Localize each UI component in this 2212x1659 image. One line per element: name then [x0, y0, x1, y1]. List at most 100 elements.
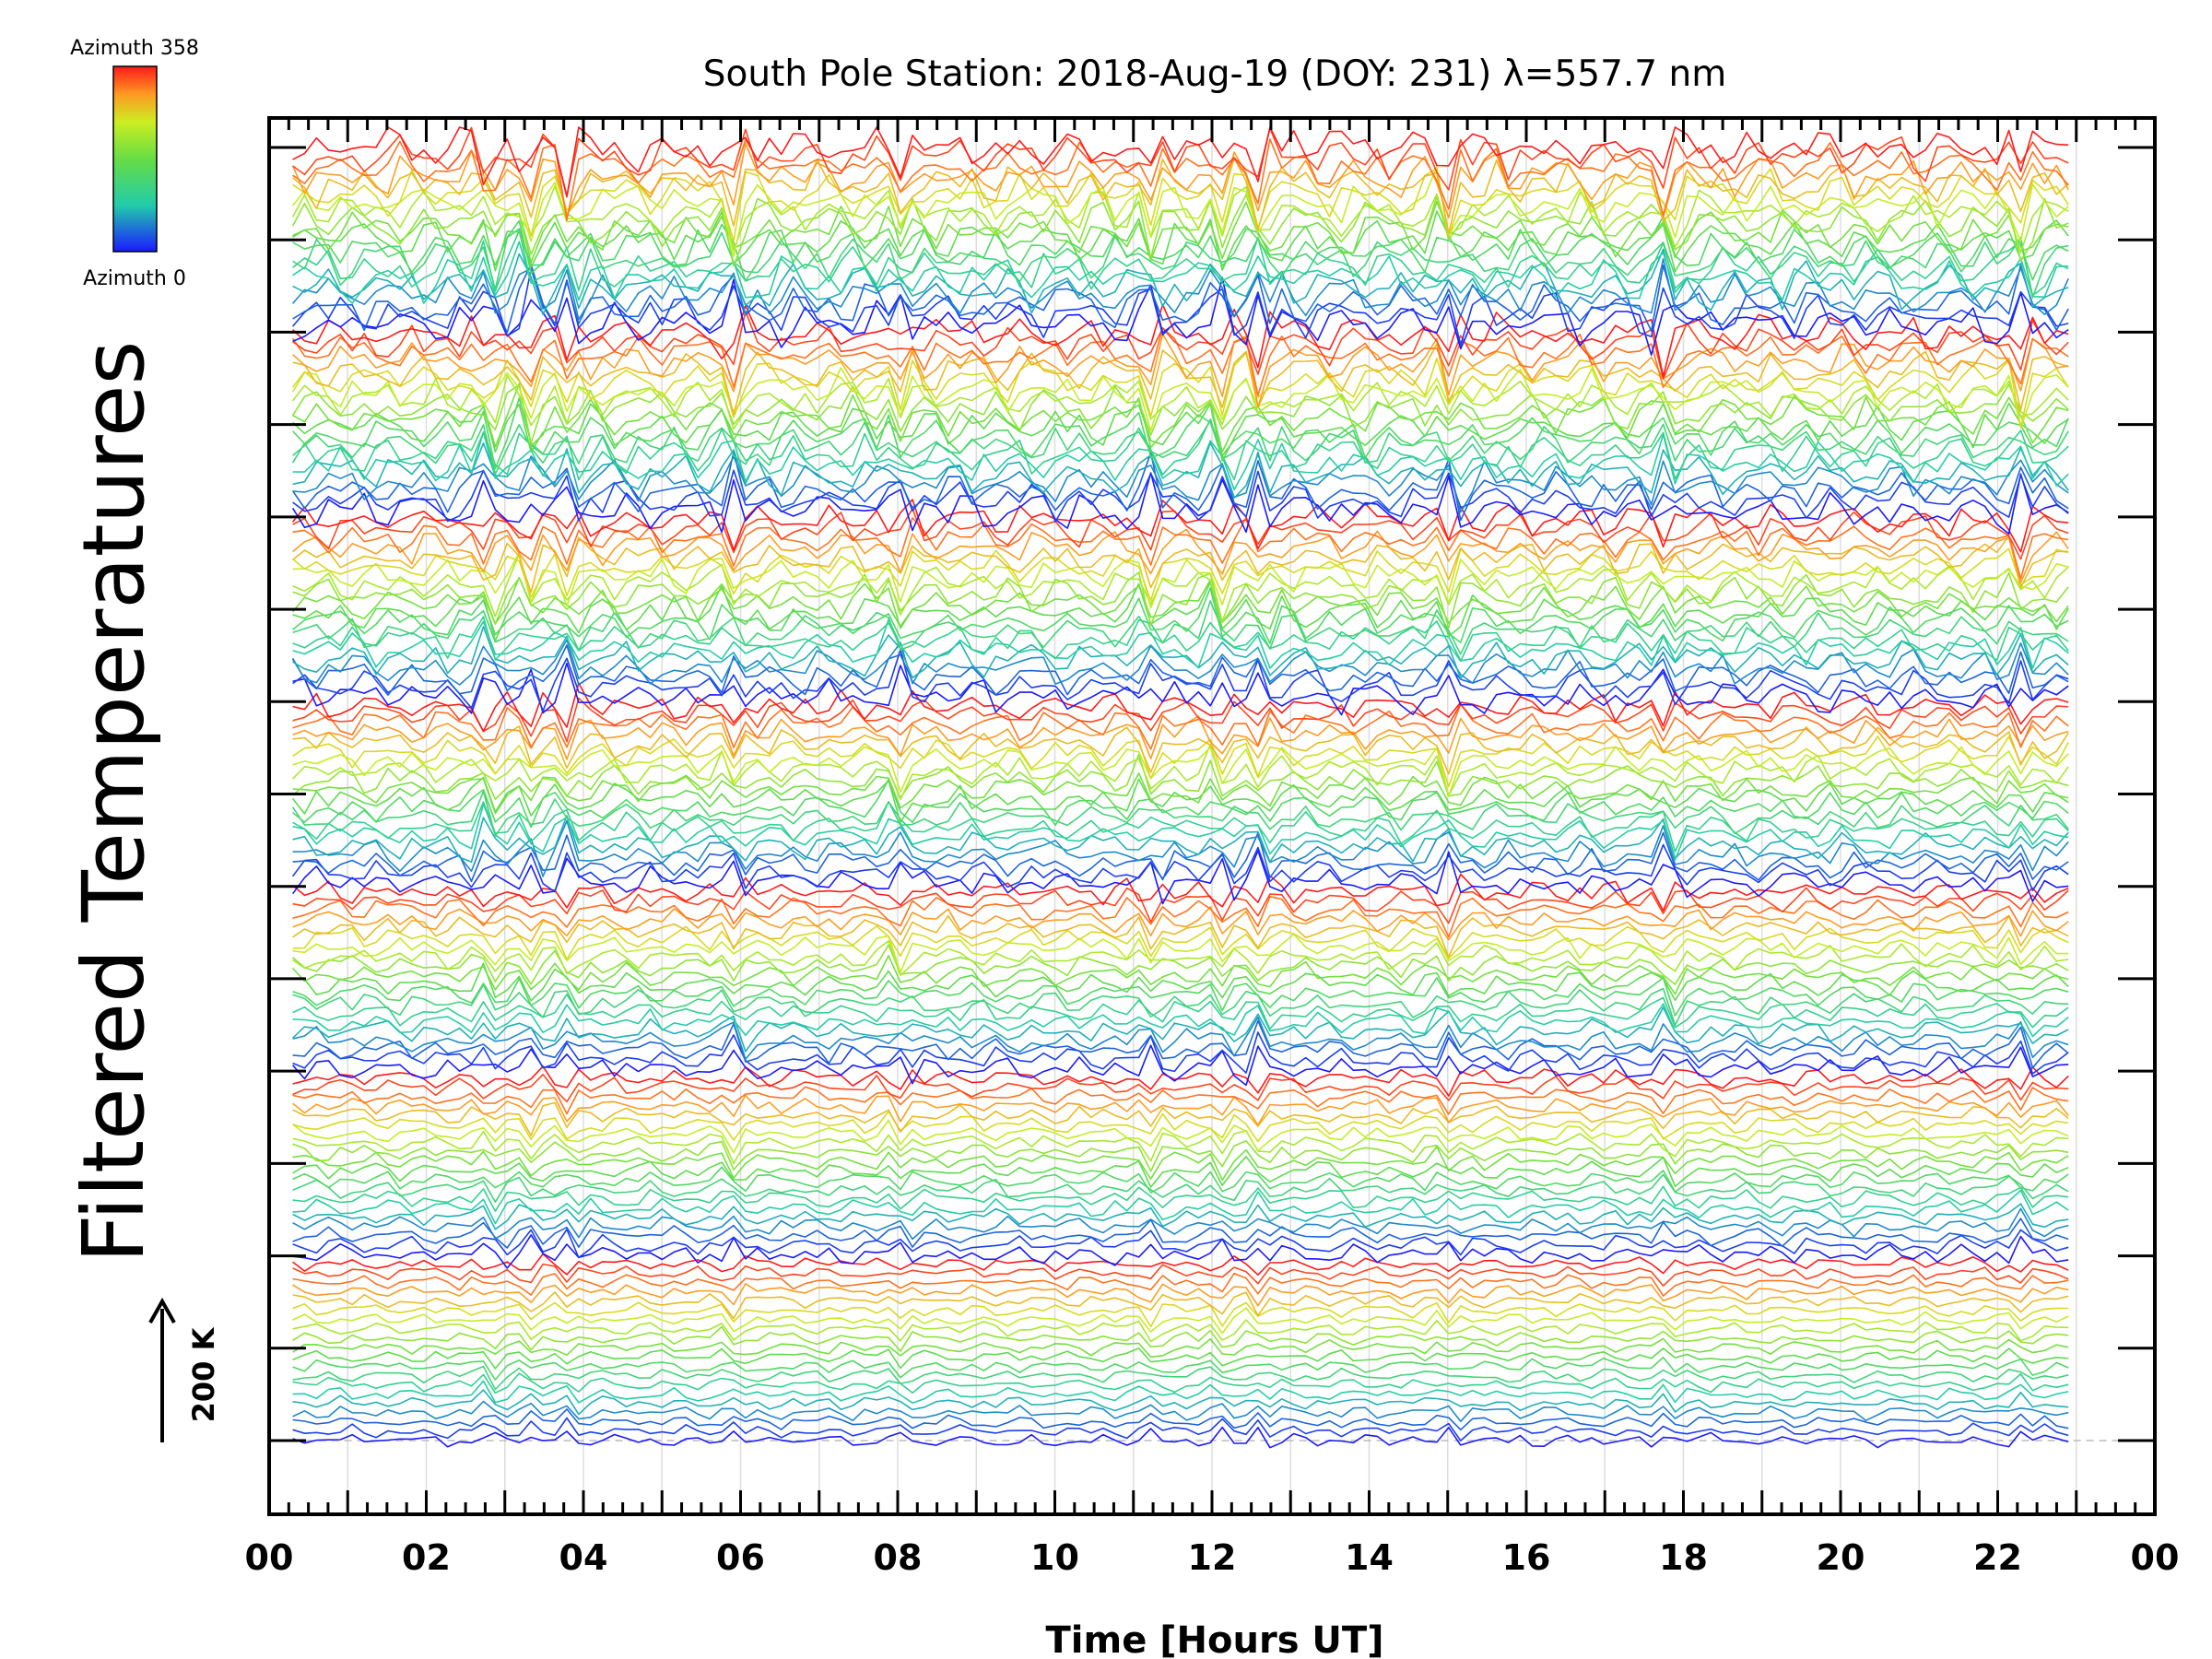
temperature-trace — [292, 1234, 2069, 1269]
temperature-trace — [292, 944, 2069, 985]
temperature-trace — [292, 1263, 2069, 1287]
temperature-trace — [292, 735, 2069, 788]
temperature-trace — [292, 819, 2069, 877]
temperature-trace — [292, 939, 2069, 977]
temperature-trace — [292, 1372, 2069, 1394]
temperature-trace — [292, 1094, 2069, 1126]
temperature-trace — [291, 843, 2069, 893]
temperature-trace — [292, 210, 2069, 273]
temperature-trace — [292, 241, 2069, 304]
temperature-trace — [291, 268, 2069, 347]
x-tick-label: 22 — [1973, 1537, 2022, 1578]
temperature-trace — [292, 803, 2069, 861]
temperature-trace — [292, 1283, 2069, 1307]
temperature-trace — [292, 1253, 2069, 1276]
temperature-trace — [292, 746, 2069, 797]
legend-bottom-label: Azimuth 0 — [83, 267, 186, 290]
temperature-trace — [292, 311, 2069, 380]
x-tick-labels: 00 02 04 06 08 10 12 14 16 18 20 22 00 — [245, 1537, 2180, 1578]
plot-axes — [267, 116, 2157, 1516]
temperature-trace — [292, 616, 2069, 663]
temperature-trace — [292, 649, 2069, 712]
temperature-trace — [292, 1380, 2069, 1404]
temperature-trace — [292, 725, 2069, 775]
temperature-trace — [292, 507, 2069, 560]
temperature-trace — [292, 1003, 2069, 1038]
temperature-trace — [292, 452, 2069, 513]
temperature-trace — [292, 1031, 2069, 1075]
temperature-trace — [292, 228, 2069, 299]
temperature-trace — [292, 1074, 2069, 1103]
temperature-trace — [292, 1218, 2069, 1249]
temperature-trace — [292, 126, 2069, 198]
temperature-trace — [292, 553, 2069, 622]
temperature-trace — [292, 1307, 2069, 1335]
temperature-trace — [292, 1365, 2069, 1391]
x-tick-label: 06 — [716, 1537, 765, 1578]
y-axis-label: Filtered Temperatures — [65, 341, 163, 1264]
temperature-trace — [292, 1166, 2069, 1194]
temperature-trace — [292, 715, 2069, 760]
temperature-trace — [292, 571, 2069, 629]
temperature-trace — [292, 626, 2069, 680]
temperature-traces — [291, 126, 2069, 1449]
temperature-trace — [291, 194, 2069, 267]
temperature-trace — [291, 499, 2069, 553]
temperature-trace — [291, 850, 2069, 905]
x-tick-label: 00 — [2131, 1537, 2180, 1578]
temperature-trace — [292, 528, 2069, 583]
temperature-trace — [292, 1229, 2069, 1259]
temperature-trace — [292, 831, 2069, 883]
temperature-trace — [292, 303, 2069, 378]
temperature-trace — [292, 469, 2069, 523]
temperature-trace — [292, 1111, 2069, 1143]
x-tick-label: 16 — [1502, 1537, 1551, 1578]
temperature-trace — [292, 933, 2069, 973]
temperature-trace — [292, 1019, 2069, 1069]
temperature-trace — [292, 126, 2069, 197]
colorbar-legend: Azimuth 358 Azimuth 0 — [70, 37, 199, 290]
temperature-trace — [292, 1400, 2069, 1423]
temperature-trace — [291, 258, 2069, 321]
temperature-trace — [292, 586, 2069, 644]
temperature-trace — [292, 905, 2069, 941]
temperature-trace — [292, 1291, 2069, 1320]
temperature-trace — [291, 143, 2069, 218]
temperature-trace — [292, 618, 2069, 669]
legend-top-label: Azimuth 358 — [70, 37, 199, 60]
temperature-trace — [291, 418, 2069, 481]
temperature-trace — [292, 248, 2069, 316]
temperature-trace — [292, 1347, 2069, 1370]
temperature-trace — [292, 743, 2069, 801]
temperature-trace — [292, 914, 2069, 959]
temperature-trace — [292, 753, 2069, 801]
temperature-trace — [292, 682, 2069, 733]
scale-bar-label: 200 K — [186, 1326, 221, 1422]
temperature-trace — [291, 576, 2069, 629]
x-tick-label: 00 — [245, 1537, 294, 1578]
temperature-trace — [292, 1156, 2069, 1188]
temperature-trace — [292, 1417, 2069, 1441]
temperature-trace — [292, 1140, 2069, 1172]
x-tick-label: 08 — [874, 1537, 923, 1578]
temperature-trace — [292, 925, 2069, 960]
temperature-trace — [292, 402, 2069, 462]
temperature-trace — [292, 697, 2069, 743]
temperature-trace — [292, 167, 2069, 242]
temperature-trace — [291, 639, 2069, 686]
temperature-trace — [292, 397, 2069, 470]
temperature-trace — [291, 326, 2069, 396]
y-axis-title: Filtered Temperatures — [65, 341, 163, 1264]
temperature-trace — [292, 1101, 2069, 1136]
temperature-trace — [292, 1408, 2069, 1431]
temperature-trace — [291, 644, 2069, 696]
scale-bar-arrowhead — [148, 1297, 176, 1324]
temperature-trace — [292, 1207, 2069, 1241]
temperature-trace — [292, 216, 2069, 282]
temperature-trace — [292, 1389, 2069, 1416]
temperature-trace — [291, 374, 2069, 430]
temperature-trace — [292, 333, 2069, 408]
temperature-trace — [292, 662, 2069, 716]
temperature-trace — [292, 800, 2069, 853]
temperature-trace — [292, 778, 2069, 829]
